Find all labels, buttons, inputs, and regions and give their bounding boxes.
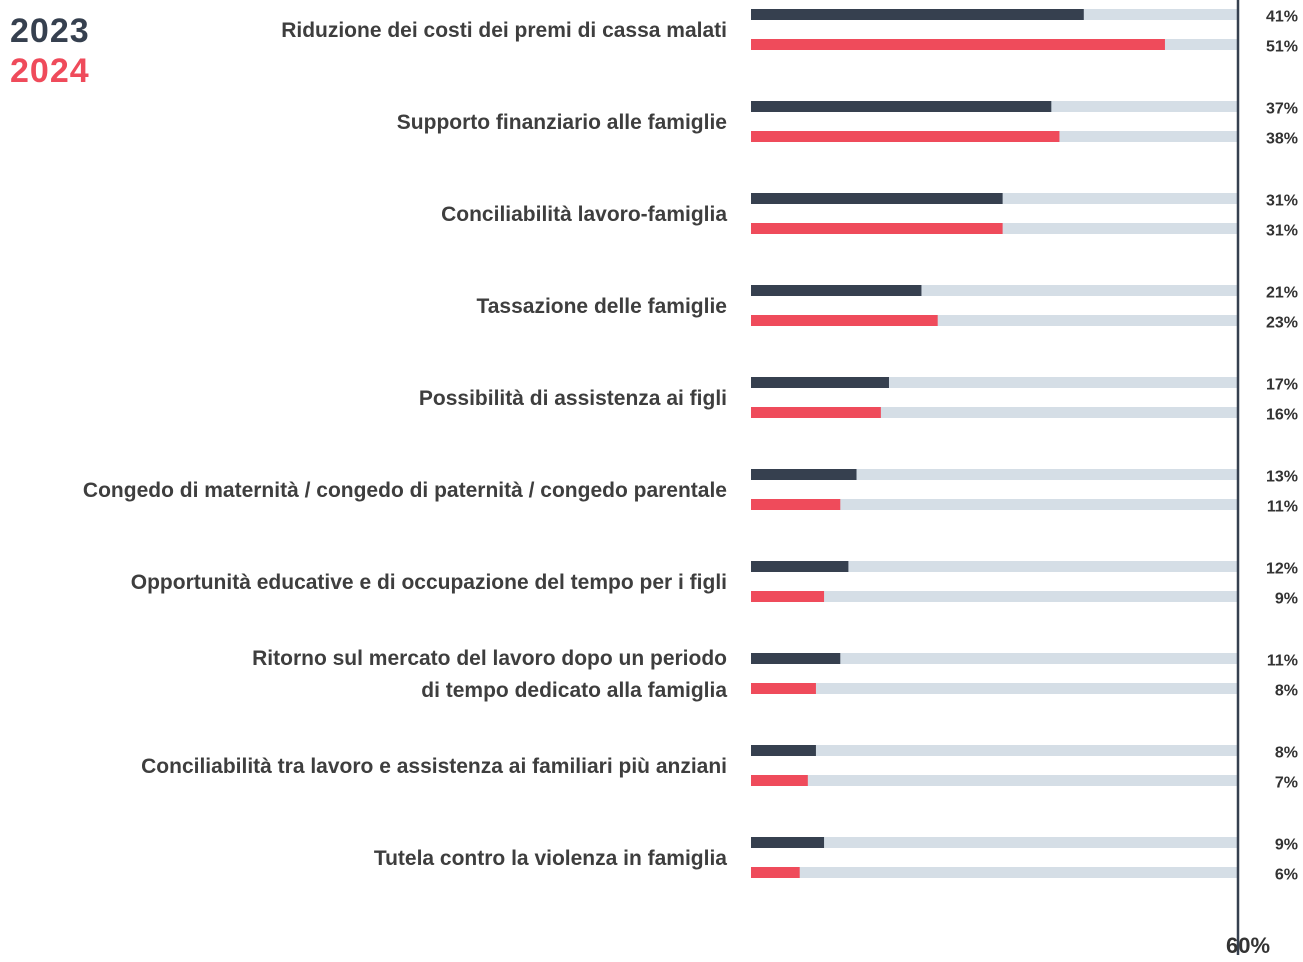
- bar: [751, 101, 1052, 112]
- category-label: Supporto finanziario alle famiglie: [396, 111, 727, 134]
- legend-entry: 2024: [10, 52, 90, 90]
- value-label: 8%: [1275, 745, 1298, 762]
- category-label: Possibilità di assistenza ai figli: [418, 387, 727, 410]
- bar-track: [751, 837, 1238, 848]
- value-label: 17%: [1266, 377, 1298, 394]
- bar-track: [751, 561, 1238, 572]
- bar-track: [751, 407, 1238, 418]
- bar-track: [751, 315, 1238, 326]
- bar-track: [751, 499, 1238, 510]
- bar: [751, 745, 816, 756]
- bar-track: [751, 775, 1238, 786]
- category-label: Tassazione delle famiglie: [476, 295, 727, 318]
- value-label: 13%: [1266, 469, 1298, 486]
- bar: [751, 193, 1003, 204]
- value-label: 9%: [1275, 837, 1298, 854]
- bar: [751, 407, 881, 418]
- value-label: 8%: [1275, 683, 1298, 700]
- value-label: 9%: [1275, 591, 1298, 608]
- value-label: 41%: [1266, 9, 1298, 26]
- category-label: Conciliabilità tra lavoro e assistenza a…: [141, 755, 727, 778]
- value-label: 16%: [1266, 407, 1298, 424]
- value-label: 37%: [1266, 101, 1298, 118]
- value-label: 31%: [1266, 193, 1298, 210]
- bar: [751, 653, 841, 664]
- bar-track: [751, 867, 1238, 878]
- category-label: Tutela contro la violenza in famiglia: [373, 847, 727, 870]
- category-label: Congedo di maternità / congedo di patern…: [82, 479, 727, 502]
- bar-track: [751, 469, 1238, 480]
- value-label: 23%: [1266, 315, 1298, 332]
- category-label: Conciliabilità lavoro-famiglia: [441, 203, 727, 226]
- bar-track: [751, 591, 1238, 602]
- legend-entry: 2023: [10, 12, 90, 50]
- bar: [751, 867, 800, 878]
- category-label: Riduzione dei costi dei premi di cassa m…: [281, 19, 727, 42]
- value-label: 12%: [1266, 561, 1298, 578]
- bar-track: [751, 377, 1238, 388]
- bar-track: [751, 683, 1238, 694]
- bar: [751, 775, 808, 786]
- value-label: 11%: [1267, 499, 1298, 516]
- bar: [751, 683, 816, 694]
- bar: [751, 39, 1165, 50]
- bar-track: [751, 745, 1238, 756]
- bar: [751, 499, 841, 510]
- bar: [751, 591, 825, 602]
- bar: [751, 837, 825, 848]
- value-label: 11%: [1267, 653, 1298, 670]
- bar: [751, 131, 1060, 142]
- x-tick-label: 60%: [1226, 933, 1270, 958]
- value-label: 38%: [1266, 131, 1298, 148]
- bar: [751, 315, 938, 326]
- bar: [751, 9, 1084, 20]
- value-label: 7%: [1275, 775, 1298, 792]
- bar: [751, 377, 889, 388]
- bar: [751, 285, 922, 296]
- category-label: Ritorno sul mercato del lavoro dopo un p…: [252, 647, 727, 702]
- bar: [751, 561, 849, 572]
- category-label: Opportunità educative e di occupazione d…: [130, 571, 727, 594]
- bar: [751, 223, 1003, 234]
- value-label: 51%: [1266, 39, 1298, 56]
- value-label: 31%: [1266, 223, 1298, 240]
- value-label: 21%: [1266, 285, 1298, 302]
- bar-track: [751, 285, 1238, 296]
- bar: [751, 469, 857, 480]
- bar-track: [751, 653, 1238, 664]
- value-label: 6%: [1275, 867, 1298, 884]
